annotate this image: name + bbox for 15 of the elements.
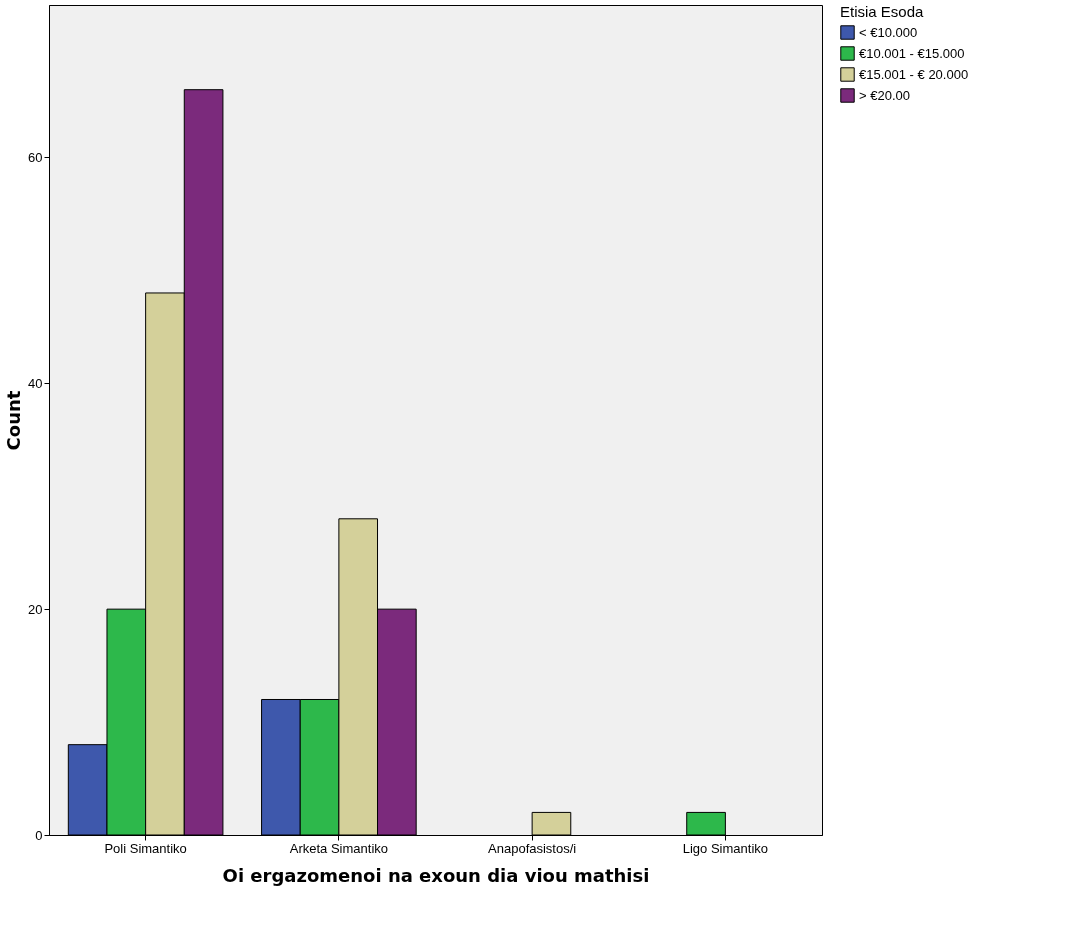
legend-label: < €10.000 xyxy=(859,24,918,40)
x-tick-label: Ligo Simantiko xyxy=(682,840,769,856)
y-tick-label: 60 xyxy=(28,149,43,165)
x-tick-label: Arketa Simantiko xyxy=(289,840,389,856)
legend-label: > €20.00 xyxy=(859,87,910,103)
legend-label: €15.001 - € 20.000 xyxy=(859,66,969,82)
y-tick-label: 20 xyxy=(28,601,43,617)
y-tick-label: 0 xyxy=(35,827,43,843)
y-axis-title: Count xyxy=(3,390,25,451)
x-tick-label: Poli Simantiko xyxy=(104,840,187,856)
legend-label: €10.001 - €15.000 xyxy=(859,45,965,61)
x-tick-label: Anapofasistos/i xyxy=(488,840,577,856)
legend-title: Etisia Esoda xyxy=(840,3,925,20)
x-axis-title: Oi ergazomenoi na exoun dia viou mathisi xyxy=(222,864,650,886)
y-tick-label: 40 xyxy=(28,375,43,391)
